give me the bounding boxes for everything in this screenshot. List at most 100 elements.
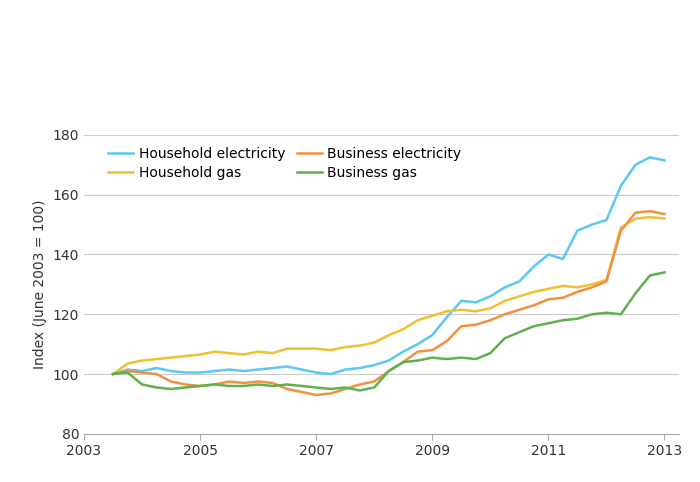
Household gas (384, 332, 393, 338)
Household electricity (442, 314, 451, 320)
Business gas (298, 383, 306, 389)
Business gas (457, 355, 466, 361)
Business gas (254, 382, 262, 388)
Business electricity (428, 347, 437, 353)
Household electricity (530, 264, 538, 269)
Household electricity (123, 367, 132, 373)
Household gas (530, 289, 538, 295)
Household electricity (341, 367, 349, 373)
Business gas (602, 310, 610, 316)
Business electricity (457, 323, 466, 329)
Household electricity (269, 365, 277, 371)
Household electricity (631, 162, 640, 168)
Business gas (269, 383, 277, 389)
Business gas (341, 385, 349, 390)
Household gas (370, 340, 379, 346)
Business gas (646, 272, 654, 278)
Household gas (341, 344, 349, 350)
Business electricity (326, 390, 335, 396)
Household gas (660, 216, 668, 222)
Business gas (312, 385, 321, 390)
Business electricity (356, 382, 364, 388)
Household gas (225, 350, 233, 356)
Household gas (442, 308, 451, 314)
Business gas (559, 317, 567, 323)
Business gas (544, 321, 552, 326)
Business electricity (588, 284, 596, 290)
Household gas (108, 371, 117, 377)
Business electricity (312, 392, 321, 398)
Household electricity (617, 183, 625, 188)
Business electricity (225, 379, 233, 385)
Household electricity (239, 368, 248, 374)
Business electricity (123, 368, 132, 374)
Business electricity (196, 383, 204, 389)
Business electricity (544, 296, 552, 302)
Household electricity (167, 368, 175, 374)
Business gas (660, 269, 668, 275)
Legend: Household electricity, Household gas, Business electricity, Business gas: Household electricity, Household gas, Bu… (103, 142, 467, 185)
Line: Business gas: Business gas (113, 272, 664, 390)
Household electricity (370, 362, 379, 368)
Household electricity (138, 368, 146, 374)
Household electricity (298, 367, 306, 373)
Household electricity (515, 279, 524, 284)
Business gas (530, 323, 538, 329)
Household gas (123, 361, 132, 366)
Business electricity (486, 317, 494, 323)
Household gas (544, 286, 552, 292)
Household electricity (326, 371, 335, 377)
Household gas (646, 214, 654, 220)
Business electricity (167, 379, 175, 385)
Household electricity (414, 341, 422, 347)
Household gas (138, 358, 146, 363)
Business gas (414, 358, 422, 363)
Line: Household gas: Household gas (113, 217, 664, 374)
Household electricity (588, 222, 596, 228)
Business electricity (341, 386, 349, 392)
Household gas (602, 277, 610, 283)
Household electricity (573, 228, 582, 233)
Business electricity (181, 382, 190, 388)
Business electricity (530, 302, 538, 308)
Household gas (559, 283, 567, 289)
Business gas (153, 385, 161, 390)
Business gas (225, 383, 233, 389)
Household electricity (544, 252, 552, 257)
Household electricity (384, 358, 393, 363)
Household gas (181, 353, 190, 359)
Household gas (500, 298, 509, 304)
Business electricity (399, 359, 407, 365)
Business gas (181, 385, 190, 390)
Household electricity (472, 299, 480, 305)
Business gas (573, 316, 582, 321)
Business gas (384, 368, 393, 374)
Business gas (631, 291, 640, 296)
Business electricity (472, 322, 480, 328)
Business electricity (211, 382, 219, 388)
Household electricity (211, 368, 219, 374)
Business electricity (602, 279, 610, 284)
Household gas (167, 355, 175, 361)
Household electricity (196, 370, 204, 375)
Household electricity (486, 294, 494, 299)
Household electricity (660, 158, 668, 163)
Household electricity (356, 365, 364, 371)
Business electricity (646, 208, 654, 214)
Business electricity (283, 386, 291, 392)
Business gas (428, 355, 437, 361)
Household gas (573, 284, 582, 290)
Household electricity (646, 154, 654, 160)
Business electricity (138, 370, 146, 375)
Household gas (486, 306, 494, 311)
Household gas (472, 308, 480, 314)
Business electricity (442, 338, 451, 344)
Household electricity (254, 367, 262, 373)
Household gas (269, 350, 277, 356)
Business gas (138, 382, 146, 388)
Household gas (211, 349, 219, 355)
Business electricity (298, 389, 306, 395)
Household gas (326, 347, 335, 353)
Business gas (326, 386, 335, 392)
Household gas (356, 343, 364, 348)
